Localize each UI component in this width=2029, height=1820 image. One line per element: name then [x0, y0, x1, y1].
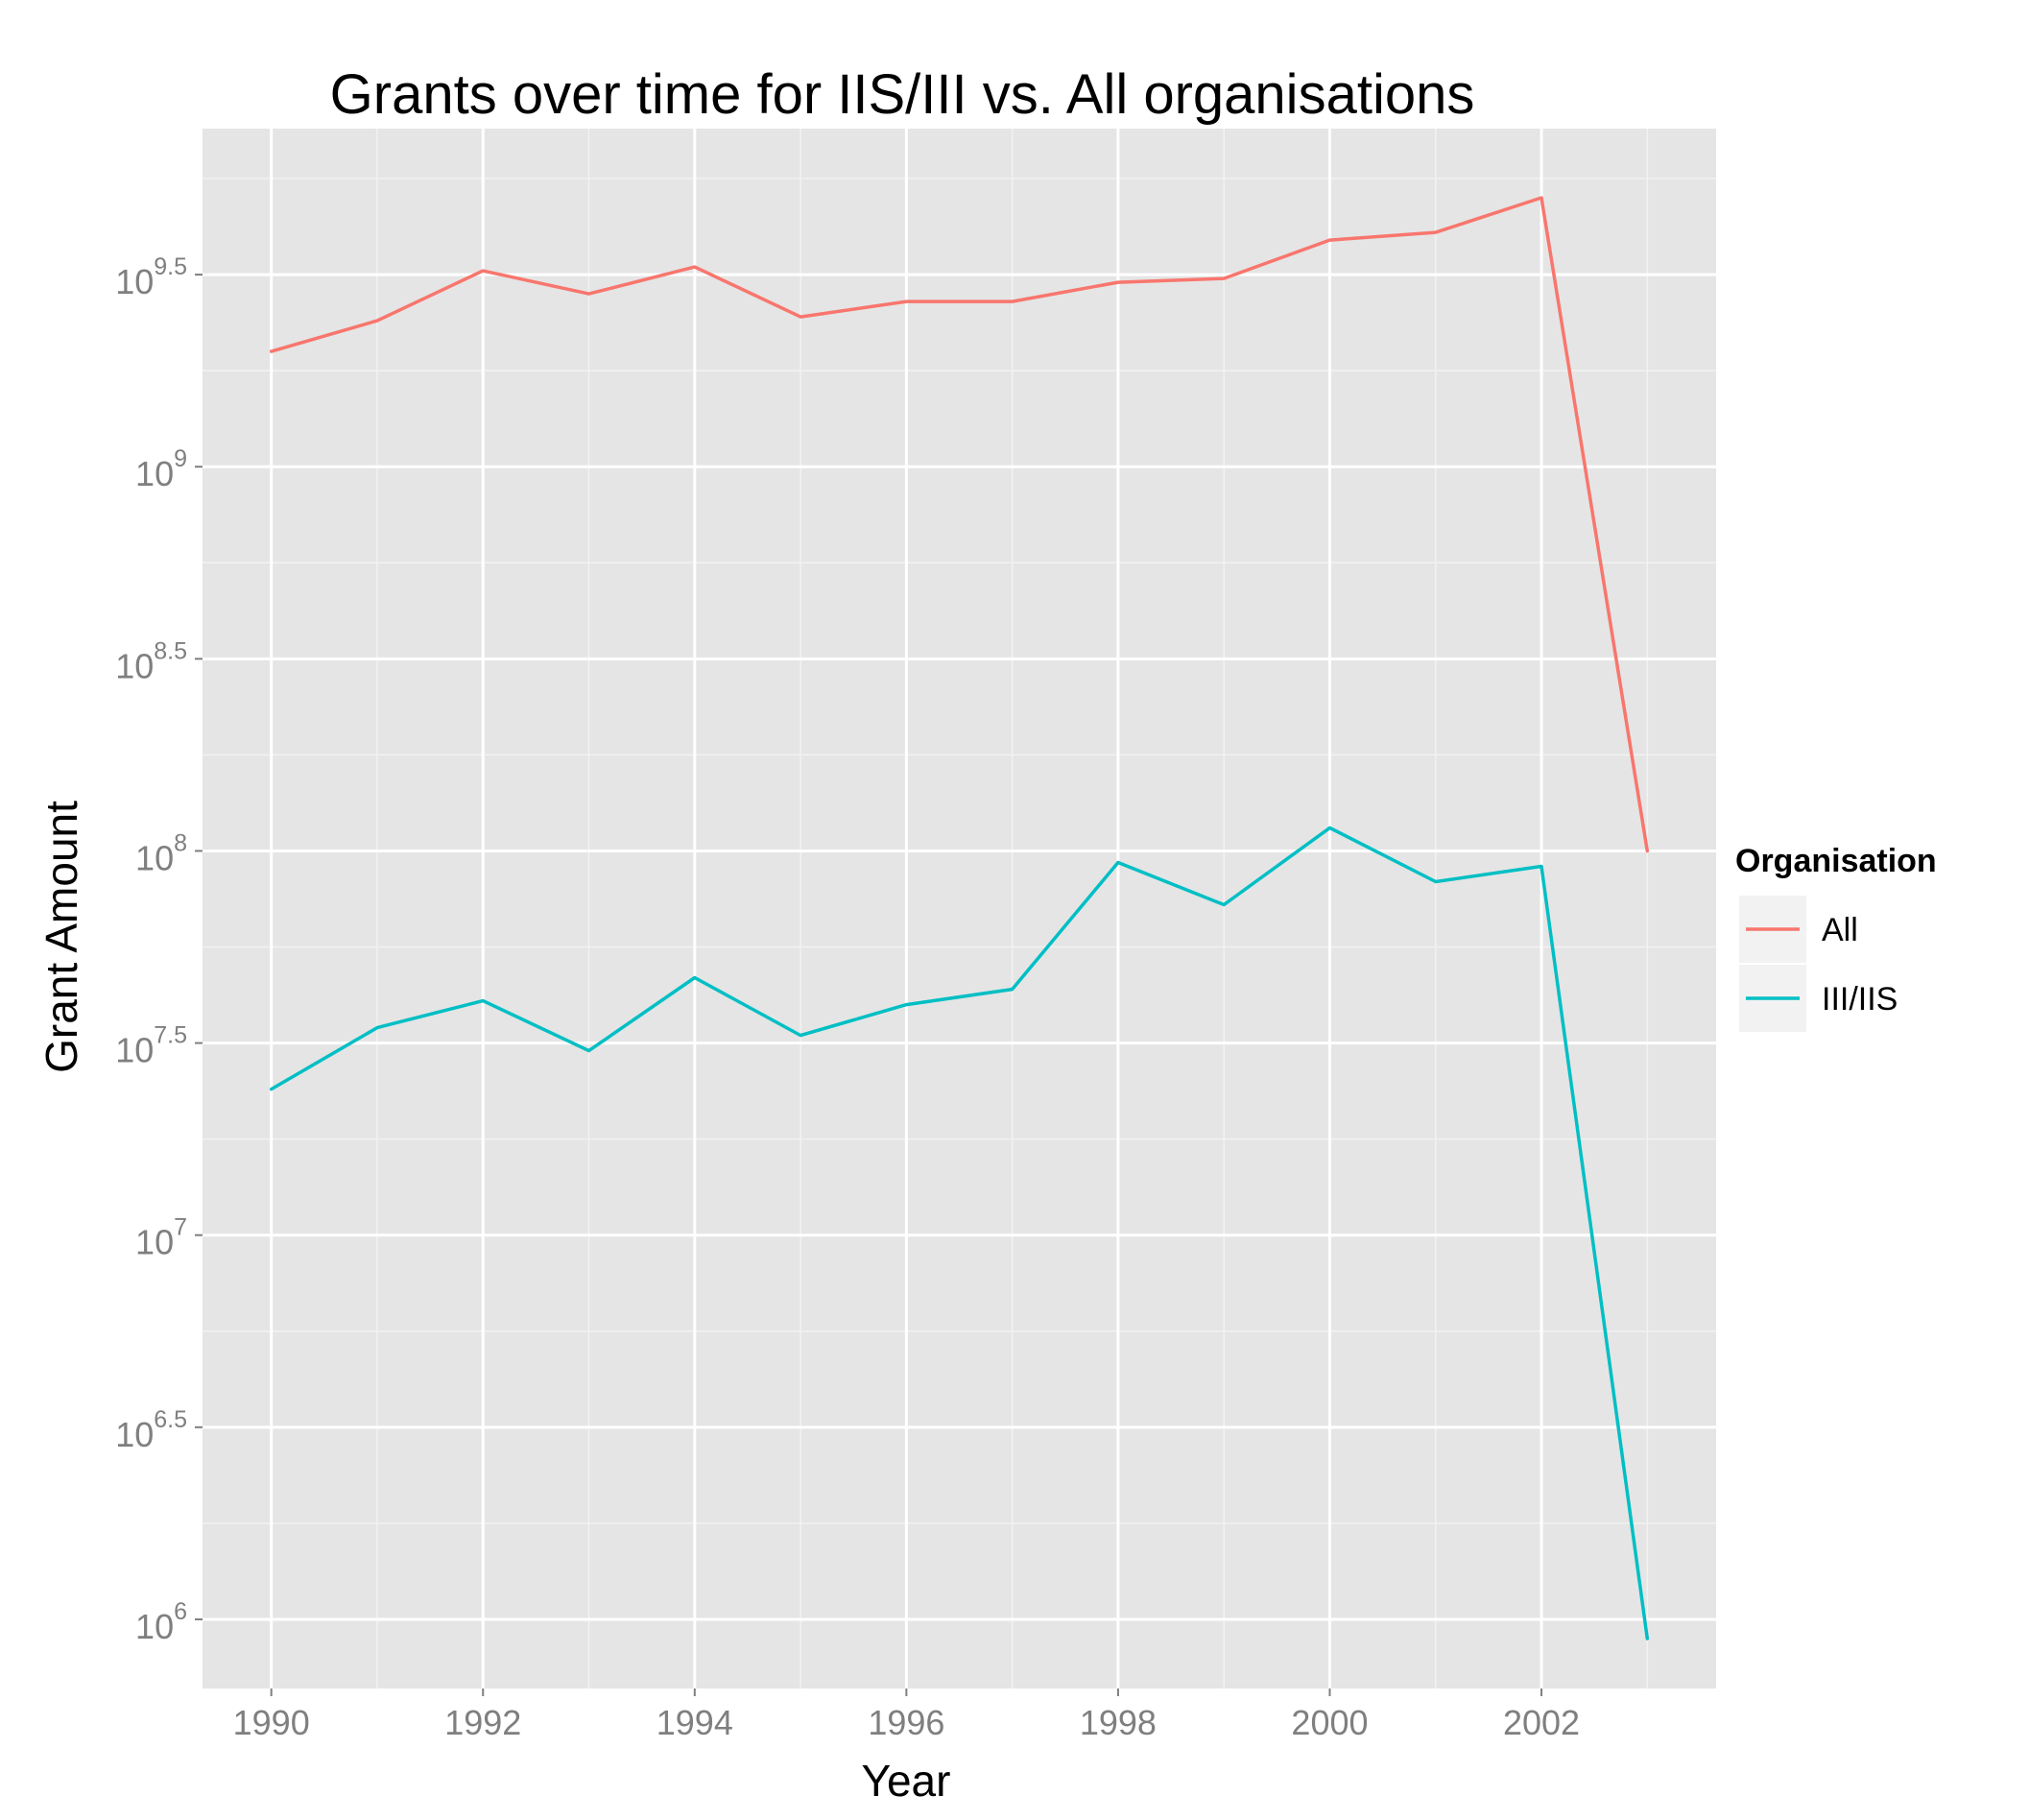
y-tick-label: 106.5: [115, 1406, 187, 1454]
x-axis-title: Year: [862, 1756, 951, 1806]
series-line-all: [269, 196, 1650, 853]
chart-title: Grants over time for IIS/III vs. All org…: [330, 63, 1475, 126]
y-tick-label: 107.5: [115, 1022, 187, 1070]
legend: Organisation All III/IIS: [1735, 843, 1937, 1032]
x-tick-label: 1998: [1080, 1703, 1157, 1742]
y-axis: 106 106.5 107 107.5 108 108.5 109 109.5: [115, 253, 203, 1646]
x-axis: 1990 1992 1994 1996 1998 2000 2002: [233, 1688, 1580, 1742]
y-axis-title: Grant Amount: [36, 801, 86, 1073]
series-line-iii-iis: [269, 826, 1650, 1640]
legend-title: Organisation: [1735, 843, 1937, 879]
y-tick-label: 109.5: [115, 253, 187, 301]
y-tick-label: 108: [135, 829, 187, 877]
y-tick-label: 107: [135, 1214, 187, 1262]
y-tick-label: 108.5: [115, 637, 187, 685]
legend-label: III/IIS: [1822, 981, 1898, 1018]
y-tick-label: 109: [135, 445, 187, 493]
major-gridlines: [203, 129, 1716, 1688]
legend-label: All: [1822, 912, 1858, 948]
plot-background: [203, 129, 1716, 1688]
x-tick-label: 1994: [656, 1703, 733, 1742]
x-tick-label: 2002: [1503, 1703, 1580, 1742]
y-tick-label: 106: [135, 1598, 187, 1646]
minor-gridlines: [203, 129, 1716, 1688]
series-lines: [269, 196, 1650, 1640]
x-tick-label: 1992: [444, 1703, 521, 1742]
x-tick-label: 1990: [233, 1703, 310, 1742]
x-tick-label: 1996: [868, 1703, 944, 1742]
x-tick-label: 2000: [1291, 1703, 1368, 1742]
